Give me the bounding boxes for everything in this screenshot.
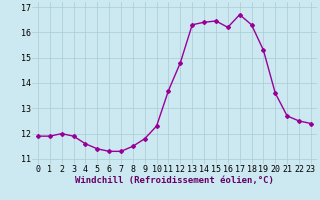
X-axis label: Windchill (Refroidissement éolien,°C): Windchill (Refroidissement éolien,°C) bbox=[75, 176, 274, 185]
